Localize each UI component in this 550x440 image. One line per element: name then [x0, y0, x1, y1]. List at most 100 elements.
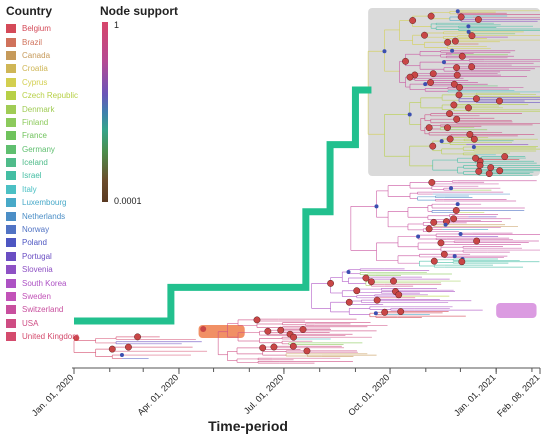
x-axis-tick-label: Jul. 01, 2020 — [242, 372, 286, 416]
node-support-dot — [466, 29, 471, 34]
node-support-dot — [373, 311, 378, 316]
node-support-dot — [456, 83, 463, 91]
country-swatch — [6, 305, 16, 315]
country-swatch — [6, 77, 16, 87]
country-label: Switzerland — [22, 305, 64, 315]
country-legend-item: Netherlands — [6, 209, 79, 222]
node-support-dot — [108, 345, 116, 353]
node-support-dot — [474, 16, 482, 23]
country-legend-item: Croatia — [6, 62, 79, 75]
country-swatch — [6, 211, 16, 221]
node-support-dot — [373, 296, 381, 304]
node-support-dot — [425, 225, 433, 233]
node-support-dot — [441, 60, 446, 65]
node-support-dot — [452, 207, 460, 214]
country-legend-item: Portugal — [6, 250, 79, 263]
clade-violet-box — [496, 303, 537, 318]
country-swatch — [6, 131, 16, 141]
node-support-dot — [134, 333, 142, 341]
node-support-dot — [253, 316, 261, 324]
country-legend-item: Denmark — [6, 102, 79, 115]
country-label: USA — [22, 318, 39, 328]
node-support-dot — [382, 49, 387, 54]
country-swatch — [6, 64, 16, 74]
node-support-dot — [451, 37, 459, 45]
country-legend-title: Country — [6, 4, 52, 18]
node-support-dot — [427, 12, 435, 20]
node-support-dot — [450, 48, 455, 53]
country-legend-item: Poland — [6, 236, 79, 249]
country-legend-item: Switzerland — [6, 303, 79, 316]
country-label: Netherlands — [22, 211, 66, 221]
node-support-dot — [439, 139, 444, 144]
country-label: Italy — [22, 184, 37, 194]
country-swatch — [6, 117, 16, 127]
country-swatch — [6, 171, 16, 181]
country-swatch — [6, 278, 16, 288]
node-support-dot — [421, 31, 428, 39]
node-support-dot — [119, 353, 124, 358]
node-support-dot — [443, 222, 448, 227]
node-support-dot — [381, 308, 389, 316]
country-swatch — [6, 184, 16, 194]
country-legend-item: Luxembourg — [6, 196, 79, 209]
country-legend: Belgium Brazil Canada Croatia Cyprus Czech Re… — [6, 22, 79, 343]
node-support-dot — [427, 79, 434, 86]
country-swatch — [6, 104, 16, 114]
node-support-dot — [446, 135, 454, 143]
node-support-dot — [124, 343, 132, 351]
node-support-dot — [444, 124, 451, 132]
country-swatch — [6, 225, 16, 235]
country-legend-item: Belgium — [6, 22, 79, 35]
country-swatch — [6, 198, 16, 208]
node-support-dot — [437, 239, 445, 247]
country-swatch — [6, 265, 16, 275]
node-support-dot — [299, 326, 307, 333]
node-support-dot — [476, 161, 484, 169]
x-axis-tick-label: Jan. 01, 2020 — [30, 372, 76, 418]
country-label: Israel — [22, 171, 42, 181]
node-support-dot — [425, 124, 433, 132]
node-support-dot — [475, 167, 483, 175]
node-support-dot — [471, 145, 476, 150]
country-legend-item: Sweden — [6, 290, 79, 303]
country-legend-item: Norway — [6, 223, 79, 236]
country-legend-item: Czech Republic — [6, 89, 79, 102]
country-legend-item: Brazil — [6, 35, 79, 48]
node-support-dot — [452, 254, 457, 259]
node-support-dot — [409, 17, 417, 24]
node-support-dot — [496, 167, 504, 175]
backbone-path — [74, 86, 372, 325]
country-label: Portugal — [22, 251, 52, 261]
country-label: Finland — [22, 117, 49, 127]
node-support-dot — [466, 130, 474, 138]
node-support-dot — [423, 82, 428, 87]
tree-branches — [73, 10, 540, 364]
node-support-dot — [362, 274, 370, 282]
node-support-dot — [428, 179, 436, 186]
node-support-dot — [455, 202, 460, 207]
node-support-dot — [444, 38, 452, 46]
country-swatch — [6, 318, 16, 328]
country-legend-item: Germany — [6, 143, 79, 156]
tree-nodes — [73, 9, 509, 358]
country-label: France — [22, 131, 47, 141]
country-legend-item: Finland — [6, 116, 79, 129]
node-support-dot — [470, 135, 478, 143]
country-legend-item: USA — [6, 317, 79, 330]
country-legend-item: Slovenia — [6, 263, 79, 276]
country-legend-item: Italy — [6, 183, 79, 196]
node-support-dot — [455, 91, 463, 99]
backbone-lineage — [74, 86, 372, 325]
country-label: Norway — [22, 225, 50, 235]
country-label: Iceland — [22, 158, 48, 168]
node-support-colorbar — [102, 22, 108, 202]
country-label: Poland — [22, 238, 47, 248]
node-support-dot — [457, 13, 465, 21]
node-support-dot — [472, 95, 480, 103]
node-support-dot — [402, 57, 409, 65]
country-swatch — [6, 91, 16, 101]
node-support-dot — [458, 52, 466, 60]
country-legend-item: France — [6, 129, 79, 142]
node-support-dot — [453, 115, 461, 123]
